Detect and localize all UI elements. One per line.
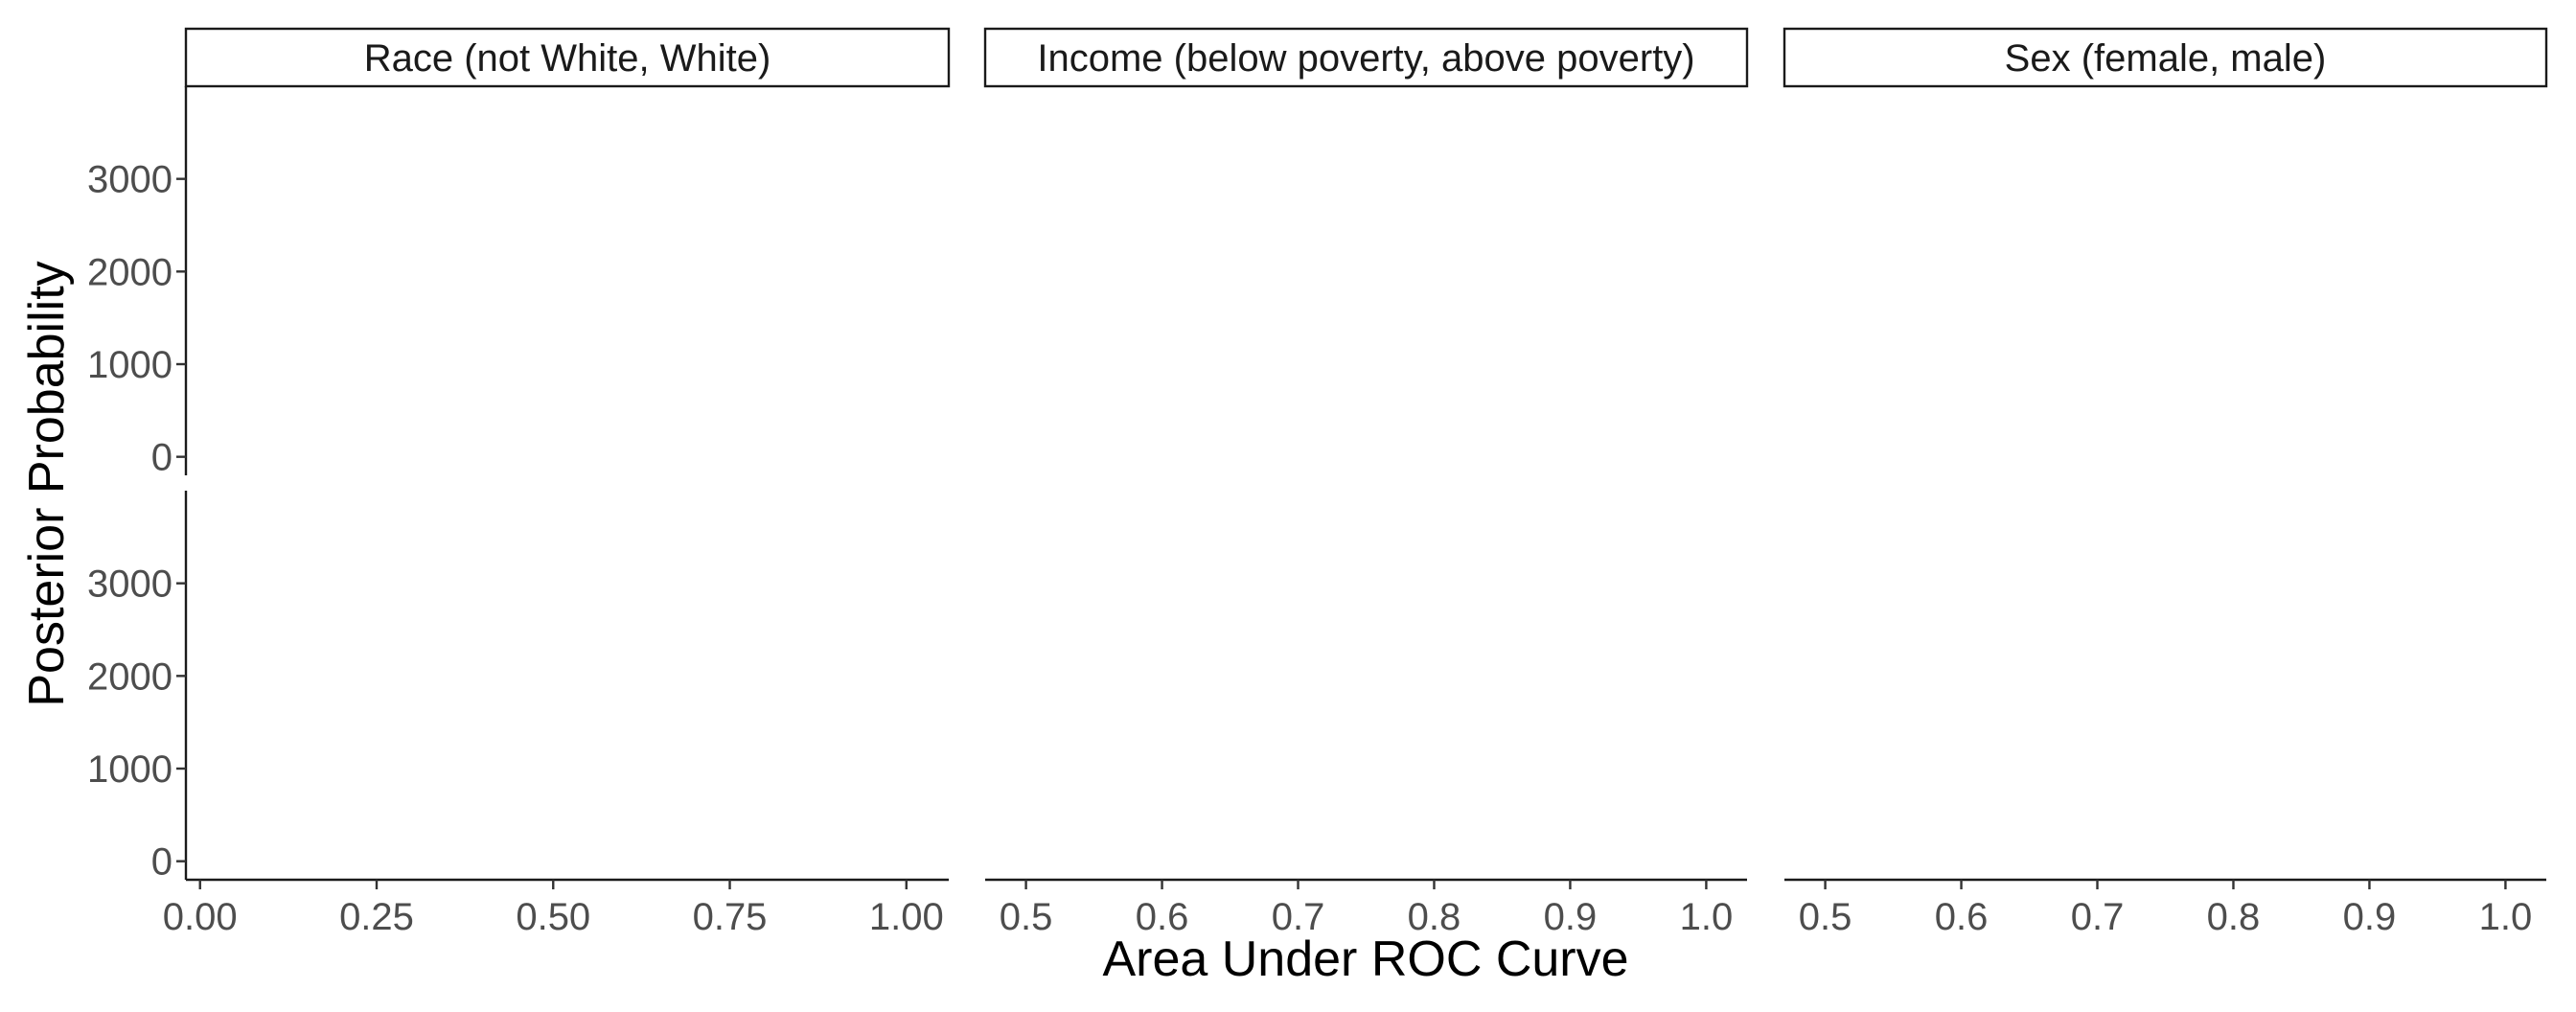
x-tick-label: 1.00	[869, 896, 944, 938]
y-axes: 0 1000 2000 3000 0 1000 2000 3000	[87, 86, 188, 884]
y-tick-label: 1000	[87, 748, 172, 791]
x-tick-label: 0.75	[693, 896, 768, 938]
y-tick-label: 1000	[87, 344, 172, 386]
x-axis-title: Area Under ROC Curve	[1102, 932, 1628, 987]
y-tick-label: 0	[151, 841, 172, 884]
x-tick-label: 1.0	[2479, 896, 2533, 938]
facet-strip-1	[184, 27, 951, 88]
x-tick-label: 0.7	[1272, 896, 1325, 938]
x-tick-label: 0.5	[1000, 896, 1053, 938]
facet-strip-2	[983, 27, 1749, 88]
x-tick-label: 0.8	[1408, 896, 1461, 938]
y-tick-label: 3000	[87, 159, 172, 201]
y-tick-label: 3000	[87, 564, 172, 606]
y-tick-label: 2000	[87, 656, 172, 698]
x-tick-label: 0.9	[1544, 896, 1598, 938]
x-tick-label: 0.6	[1136, 896, 1189, 938]
x-tick-label: 0.6	[1935, 896, 1989, 938]
facet-strip-label-1: Race (not White, White)	[364, 37, 771, 80]
facet-strip-label-3: Sex (female, male)	[2005, 37, 2327, 80]
facet-strip-3	[1782, 27, 2548, 88]
x-tick-label: 0.5	[1799, 896, 1852, 938]
x-tick-label: 0.50	[516, 896, 590, 938]
facet-strips: Race (not White, White) Income (below pov…	[184, 27, 2548, 88]
y-tick-label: 0	[151, 437, 172, 479]
x-tick-label: 0.9	[2343, 896, 2397, 938]
x-tick-label: 0.00	[163, 896, 238, 938]
x-tick-label: 1.0	[1680, 896, 1734, 938]
x-tick-label: 0.25	[339, 896, 414, 938]
x-tick-label: 0.7	[2071, 896, 2125, 938]
y-axis-title: Posterior Probability	[19, 261, 75, 706]
facet-strip-label-2: Income (below poverty, above poverty)	[1037, 37, 1694, 80]
y-tick-label: 2000	[87, 251, 172, 293]
x-tick-label: 0.8	[2207, 896, 2261, 938]
x-axes: 0.00 0.25 0.50 0.75 1.00 0.5 0.6 0.7 0.8 0.9 1.0 0.…	[163, 878, 2546, 938]
